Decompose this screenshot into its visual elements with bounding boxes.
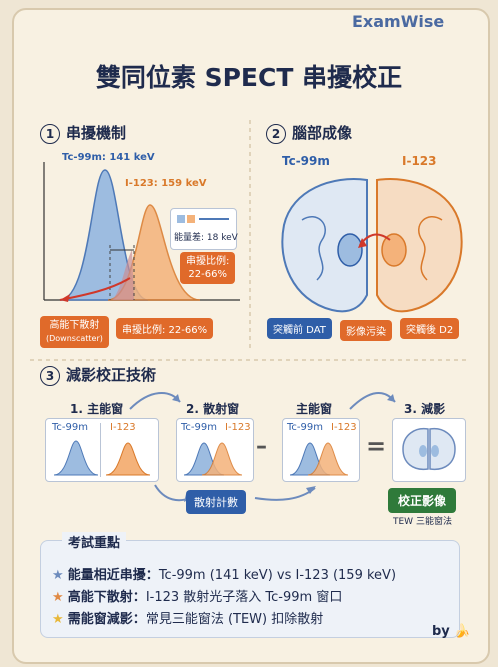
brain-tc-label: Tc-99m <box>282 154 330 168</box>
step2-label: 2. 散射窗 <box>186 402 240 416</box>
section2-heading: 2 腦部成像 <box>266 122 352 144</box>
right-hemisphere <box>376 178 463 313</box>
minus-sign: – <box>256 434 267 459</box>
energy-legend: 能量差: 18 keV <box>170 208 238 250</box>
scatter-count-tag: 散射計數 <box>186 490 246 514</box>
step1-label: 1. 主能窗 <box>70 402 124 416</box>
key-points-box <box>40 540 460 638</box>
crosstalk-ratio-tag: 串擾比例: 22-66% <box>180 252 236 284</box>
section-dividers <box>30 120 470 361</box>
main-window-box: Tc-99m I-123 <box>45 418 159 482</box>
brand-logo: ExamWise <box>352 12 445 31</box>
result-brain-box <box>392 418 466 482</box>
key-point-3: ★ 需能窗減影：常見三能窗法 (TEW) 扣除散射 <box>52 612 324 627</box>
step3-label: 3. 減影 <box>404 402 446 416</box>
section1-number: 1 <box>40 124 60 144</box>
tew-label: TEW 三能窗法 <box>393 517 452 527</box>
key-points-heading: 考試重點 <box>62 532 127 551</box>
equals-sign: = <box>366 432 387 460</box>
key-point-2: ★ 高能下散射：I-123 散射光子落入 Tc-99m 窗口 <box>52 590 343 605</box>
corrected-brain-icon <box>402 427 456 471</box>
star-yellow-icon: ★ <box>52 612 64 627</box>
section3-number: 3 <box>40 366 60 386</box>
star-orange-icon: ★ <box>52 590 64 605</box>
flow-arrows-top <box>129 391 396 410</box>
i-energy-label: I-123: 159 keV <box>125 178 207 189</box>
downscatter-tag: 高能下散射 (Downscatter) <box>40 316 109 348</box>
post-d2-tag: 突觸後 D2 <box>400 318 460 339</box>
tc-energy-label: Tc-99m: 141 keV <box>62 152 155 163</box>
left-hemisphere <box>281 178 368 313</box>
page-title: 雙同位素 SPECT 串擾校正 <box>95 63 403 92</box>
flow-arrows-bottom <box>154 484 316 502</box>
section3-heading: 3 減影校正技術 <box>40 364 156 386</box>
pre-dat-tag: 突觸前 DAT <box>267 318 332 339</box>
crosstalk-ratio-bottom-tag: 串擾比例: 22-66% <box>116 318 214 339</box>
star-blue-icon: ★ <box>52 568 64 583</box>
section2-number: 2 <box>266 124 286 144</box>
spectrum-chart <box>43 162 240 302</box>
step-main-label: 主能窗 <box>296 402 333 416</box>
section1-heading: 1 串擾機制 <box>40 122 126 144</box>
overlap-region <box>112 250 134 300</box>
brain-illustration <box>281 178 463 313</box>
scatter-window-box: Tc-99m I-123 <box>176 418 254 482</box>
brain-i-label: I-123 <box>402 154 437 168</box>
key-point-1: ★ 能量相近串擾：Tc-99m (141 keV) vs I-123 (159 … <box>52 568 397 583</box>
contamination-tag: 影像污染 <box>340 320 392 341</box>
corrected-image-tag: 校正影像 <box>388 488 457 513</box>
signature: by 🍌 <box>432 624 471 639</box>
main-window-box-2: Tc-99m I-123 <box>282 418 360 482</box>
banana-icon: 🍌 <box>454 624 471 639</box>
